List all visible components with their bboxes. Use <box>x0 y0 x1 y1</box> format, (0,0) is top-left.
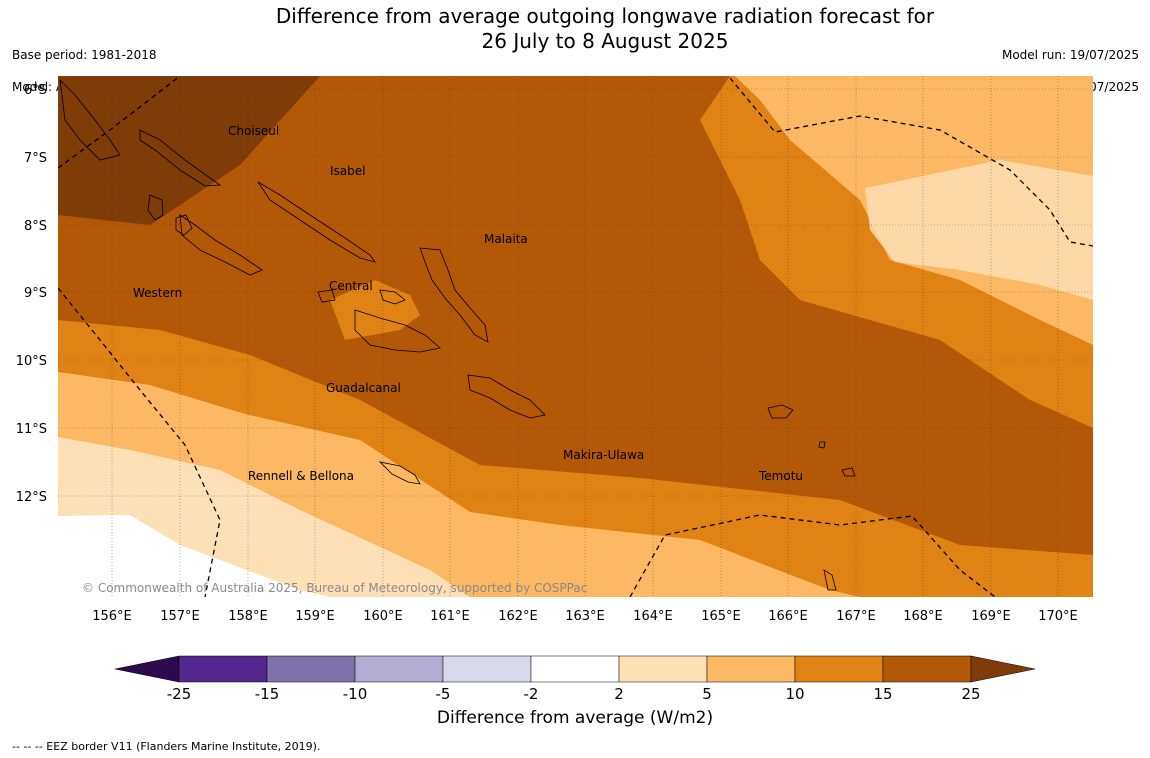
island-rennell <box>378 461 421 485</box>
place-isabel: Isabel <box>330 164 365 178</box>
colorbar-ticks: -25 -15 -10 -5 -2 2 5 10 15 25 <box>167 685 981 700</box>
eez-legend-note: -- -- -- EEZ border V11 (Flanders Marine… <box>12 740 321 753</box>
colorbar-segment <box>618 655 708 683</box>
map-fields <box>58 76 1093 597</box>
model-run: Model run: 19/07/2025 <box>1001 48 1139 62</box>
colorbar-segment <box>354 655 444 683</box>
island-santa-cruz <box>767 404 794 419</box>
island-choiseul <box>139 129 222 187</box>
lon-label: 163°E <box>565 609 605 624</box>
lon-label: 164°E <box>633 609 673 624</box>
lon-label: 161°E <box>430 609 470 624</box>
colorbar-tick: -15 <box>255 685 280 700</box>
colorbar-tick: 2 <box>614 685 624 700</box>
field-neutral <box>58 515 330 597</box>
field-10-15-central <box>330 280 420 340</box>
lon-label: 169°E <box>971 609 1011 624</box>
chart-title: Difference from average outgoing longwav… <box>275 4 935 53</box>
colorbar-tick: -5 <box>436 685 451 700</box>
island-malaita <box>419 247 489 343</box>
island-bougainville <box>59 78 121 161</box>
lon-labels: 156°E 157°E 158°E 159°E 160°E 161°E 162°… <box>92 609 1078 624</box>
lat-label: 9°S <box>24 286 47 301</box>
base-period: Base period: 1981-2018 <box>12 48 157 62</box>
field-above-25 <box>58 76 320 225</box>
colorbar-segment <box>266 655 356 683</box>
lat-labels: 6°S 7°S 8°S 9°S 10°S 11°S 12°S <box>16 83 47 505</box>
colorbar-tick: -25 <box>167 685 192 700</box>
place-western: Western <box>133 286 182 300</box>
colorbar-segment <box>794 655 884 683</box>
lon-label: 166°E <box>768 609 808 624</box>
lon-label: 159°E <box>295 609 335 624</box>
colorbar-tick: 10 <box>785 685 804 700</box>
place-makira-ulawa: Makira-Ulawa <box>563 448 644 462</box>
lon-label: 160°E <box>363 609 403 624</box>
place-malaita: Malaita <box>484 232 528 246</box>
eez-border <box>58 76 1093 597</box>
island-vanua-lava <box>823 569 837 591</box>
colorbar-tick: 15 <box>873 685 892 700</box>
colorbar-segment <box>882 655 972 683</box>
lon-label: 170°E <box>1038 609 1078 624</box>
lon-label: 156°E <box>92 609 132 624</box>
coastlines <box>59 78 856 591</box>
colorbar-segment <box>178 655 268 683</box>
lon-label: 162°E <box>498 609 538 624</box>
colorbar-tick: 25 <box>961 685 980 700</box>
lon-label: 157°E <box>160 609 200 624</box>
colorbar-max-arrow <box>970 655 1036 683</box>
place-guadalcanal: Guadalcanal <box>326 381 401 395</box>
map: Choiseul Isabel Malaita Western Central … <box>16 76 1093 700</box>
place-rennell-bellona: Rennell & Bellona <box>248 469 354 483</box>
lat-label: 10°S <box>16 354 47 369</box>
colorbar-segment <box>442 655 532 683</box>
place-temotu: Temotu <box>758 469 803 483</box>
place-choiseul: Choiseul <box>228 124 279 138</box>
island-shortland <box>147 194 164 221</box>
island-guadalcanal <box>354 309 441 353</box>
island-new-georgia <box>179 214 263 276</box>
island-russell <box>317 289 336 303</box>
lat-label: 11°S <box>16 422 47 437</box>
island-anuta <box>841 467 856 477</box>
lat-label: 12°S <box>16 490 47 505</box>
colorbar-tick: 5 <box>702 685 712 700</box>
colorbar-segment <box>706 655 796 683</box>
lat-label: 7°S <box>24 151 47 166</box>
colorbar <box>114 655 1036 683</box>
island-isabel <box>257 181 376 263</box>
copyright-note: © Commonwealth of Australia 2025, Bureau… <box>82 581 587 595</box>
lon-label: 165°E <box>701 609 741 624</box>
colorbar-min-arrow <box>114 655 180 683</box>
lat-label: 6°S <box>24 83 47 98</box>
lon-label: 167°E <box>836 609 876 624</box>
field-2-5-east <box>865 160 1093 300</box>
island-vella <box>175 214 193 236</box>
island-makira <box>467 374 546 419</box>
colorbar-tick: -10 <box>343 685 368 700</box>
colorbar-segment <box>530 655 620 683</box>
colorbar-tick: -2 <box>524 685 539 700</box>
place-central: Central <box>329 279 373 293</box>
lon-label: 158°E <box>228 609 268 624</box>
lon-label: 168°E <box>903 609 943 624</box>
island-nggela <box>379 289 406 305</box>
island-tikopia <box>818 441 826 449</box>
lat-label: 8°S <box>24 219 47 234</box>
colorbar-title: Difference from average (W/m2) <box>436 708 714 728</box>
